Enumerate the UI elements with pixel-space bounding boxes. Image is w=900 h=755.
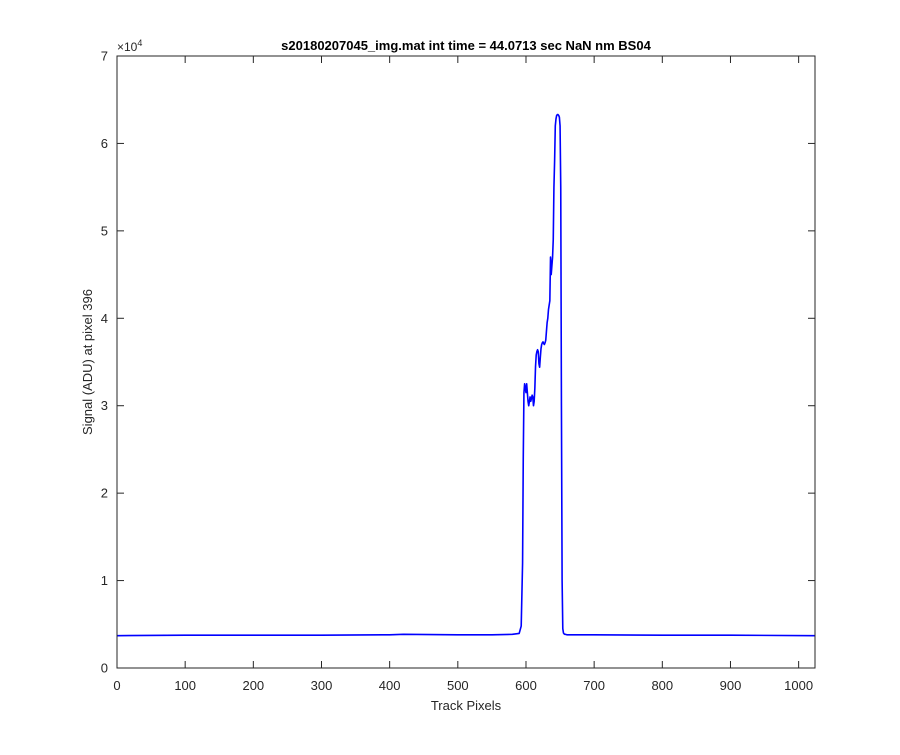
y-tick-label: 2	[101, 486, 108, 501]
x-tick-label: 100	[174, 678, 196, 693]
x-tick-label: 700	[583, 678, 605, 693]
x-tick-label: 1000	[784, 678, 813, 693]
y-exponent-base: ×10	[117, 40, 138, 54]
y-tick-label: 7	[101, 49, 108, 64]
y-tick-label: 3	[101, 398, 108, 413]
y-exponent-label: ×104	[117, 38, 142, 54]
x-axis-label: Track Pixels	[431, 698, 502, 713]
plot-area	[117, 56, 815, 668]
x-tick-label: 500	[447, 678, 469, 693]
y-tick-label: 5	[101, 223, 108, 238]
lines-layer	[116, 113, 816, 637]
x-tick-label: 200	[242, 678, 264, 693]
series-line	[116, 113, 816, 637]
chart-title: s20180207045_img.mat int time = 44.0713 …	[281, 38, 651, 53]
x-tick-label: 800	[651, 678, 673, 693]
x-tick-label: 400	[379, 678, 401, 693]
x-tick-label: 900	[720, 678, 742, 693]
y-axis-label: Signal (ADU) at pixel 396	[80, 289, 95, 435]
x-tick-label: 600	[515, 678, 537, 693]
x-tick-label: 0	[113, 678, 120, 693]
axes-box	[116, 55, 816, 669]
y-tick-label: 0	[101, 661, 108, 676]
y-exponent-power: 4	[137, 38, 142, 48]
y-tick-label: 6	[101, 136, 108, 151]
x-tick-label: 300	[311, 678, 333, 693]
y-tick-label: 4	[101, 311, 108, 326]
y-tick-label: 1	[101, 573, 108, 588]
labels-layer: 0 100 200 300 400 500 600 700 800 900 1000 0 1 2 3 4 5 6 7	[101, 49, 813, 694]
